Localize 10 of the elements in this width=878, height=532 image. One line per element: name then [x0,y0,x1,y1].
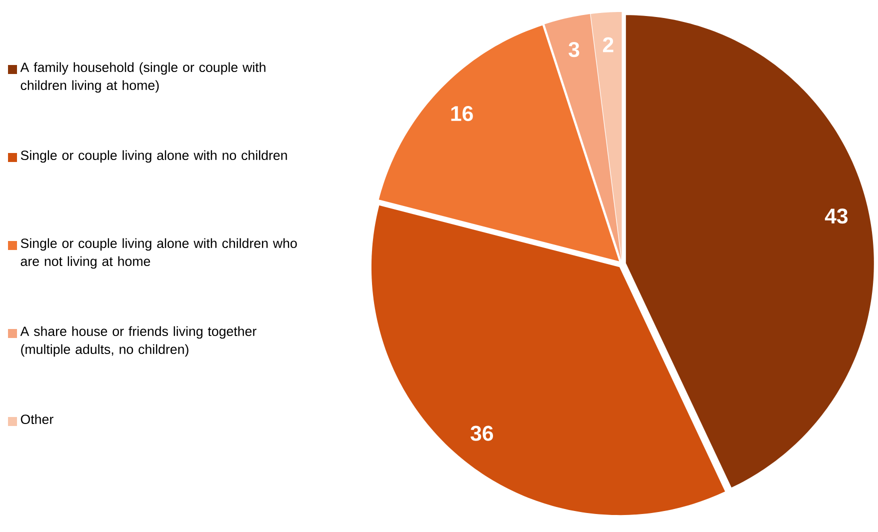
legend-label: Single or couple living alone with children who are not living at home [20,238,297,269]
data-label: 2 [603,37,614,52]
legend-label: Single or couple living alone with no children [20,150,287,163]
data-label: 3 [568,42,580,58]
legend-label: Other [20,414,54,424]
legend-label: A family household (single or couple with children living at home) [20,62,266,93]
data-label: 43 [824,208,848,224]
data-label: 16 [451,106,473,122]
data-label: 36 [470,426,494,441]
legend-label: A share house or friends living together (multiple adults, no children) [20,326,256,357]
